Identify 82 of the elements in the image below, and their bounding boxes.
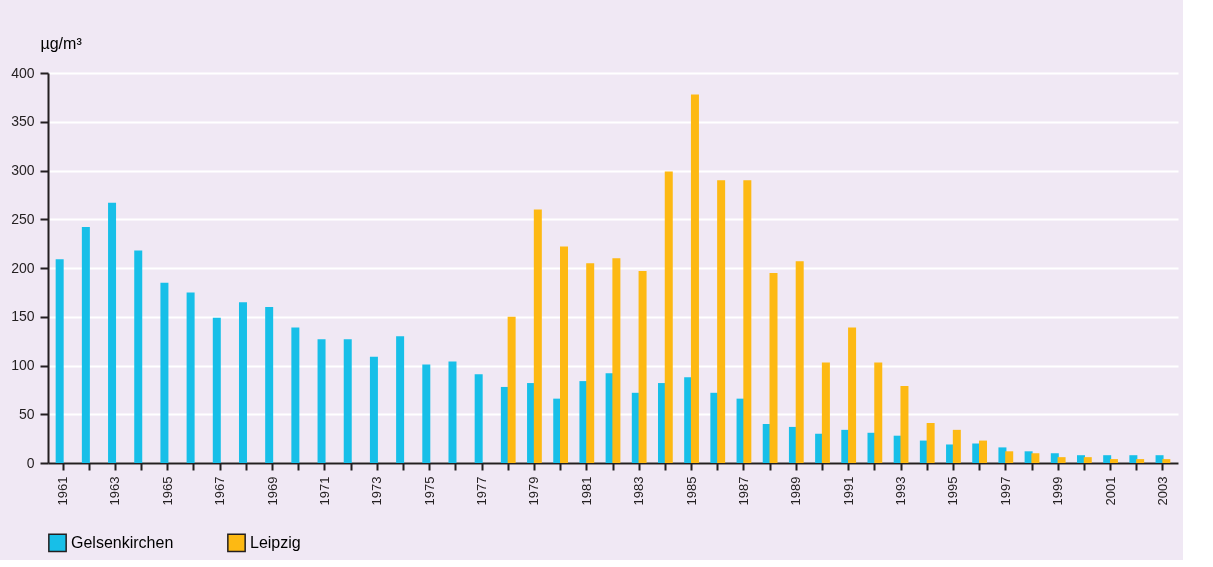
bar [690,94,699,463]
x-tick-label: 1987 [735,476,751,506]
bar [1005,451,1014,463]
y-tick-label: 100 [11,357,35,373]
legend-label: Gelsenkirchen [71,533,174,551]
x-tick-label: 2001 [1102,476,1118,506]
bar [638,270,647,463]
bar [664,171,673,463]
bar [1129,455,1138,463]
bar [474,374,483,463]
x-tick-label: 1969 [264,476,280,506]
bar [422,364,431,463]
y-tick-label: 50 [18,405,35,422]
x-tick-label: 1993 [893,476,909,506]
bar [1136,459,1145,463]
bar [979,440,988,463]
bar [1103,455,1112,463]
x-tick-label: 1995 [945,476,961,506]
x-tick-label: 1981 [578,476,594,506]
y-tick-label: 200 [11,259,35,276]
bar [998,447,1007,463]
bar [265,307,274,463]
bar [81,227,90,463]
bar [952,429,961,463]
bar [795,261,804,463]
y-tick-label: 250 [11,210,35,227]
bar [926,423,935,463]
bar [1057,457,1066,463]
bar [369,356,378,463]
x-tick-label: 1971 [316,476,332,506]
x-tick-label: 1973 [369,476,385,506]
x-tick-label: 1997 [997,476,1013,506]
bar [743,180,752,463]
bar [560,246,569,463]
x-tick-label: 1975 [421,476,437,506]
bar [1109,459,1118,463]
bar [160,282,169,463]
legend-label: Leipzig [250,533,301,551]
bar [134,250,143,463]
x-tick-label: 1963 [107,476,123,506]
bar [507,316,516,463]
bar [55,259,64,463]
x-tick-label: 1985 [683,476,699,506]
x-tick-label: 1983 [631,476,647,506]
bar [874,362,883,463]
bar [848,327,857,463]
bar [1050,453,1059,463]
bar [1162,459,1171,463]
x-tick-label: 1999 [1050,476,1066,506]
y-axis-title: µg/m³ [40,34,83,52]
y-tick-label: 300 [11,162,35,178]
x-tick-label: 1961 [55,476,71,506]
bar [396,336,405,463]
y-tick-label: 150 [11,308,35,325]
bar [212,317,221,463]
bar [1031,453,1040,463]
x-tick-label: 2003 [1154,476,1170,506]
y-tick-label: 400 [11,64,35,81]
bar [448,361,457,463]
bar [1083,457,1092,463]
bar [317,339,326,463]
bar [586,263,595,463]
x-tick-label: 1965 [159,476,175,506]
x-tick-label: 1977 [474,476,490,506]
bar [186,292,195,463]
x-tick-label: 1989 [788,476,804,506]
y-tick-label: 0 [26,454,35,471]
bar [291,327,300,463]
x-tick-label: 1967 [212,476,228,506]
bar [900,385,909,463]
bar [821,362,830,463]
bar [769,272,778,463]
bar [533,209,542,463]
bar [238,302,247,463]
bar [717,180,726,463]
bar [108,202,117,463]
x-tick-label: 1979 [526,476,542,506]
y-tick-label: 350 [11,113,35,130]
bar [1076,455,1085,463]
bar [612,258,621,463]
x-tick-label: 1991 [840,476,856,506]
bar [343,339,352,463]
